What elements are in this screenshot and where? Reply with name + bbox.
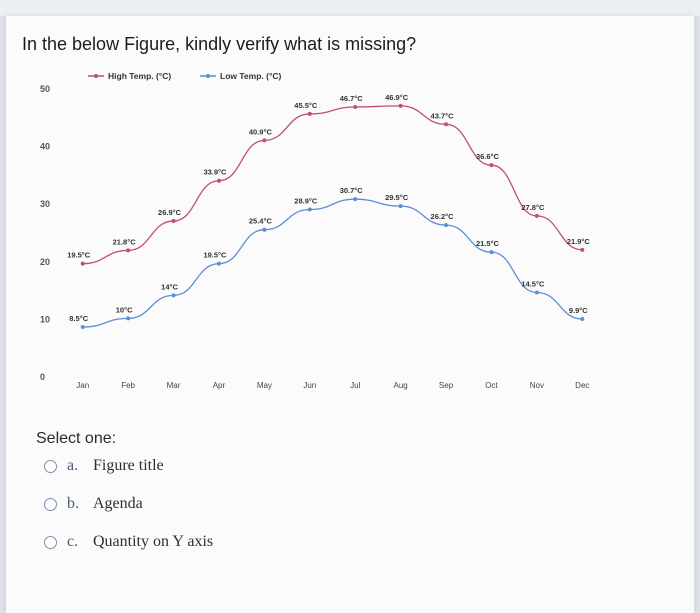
data-label-high-may: 40.9°C xyxy=(249,127,273,136)
data-label-low-jan: 8.5°C xyxy=(69,314,88,323)
option-c-letter: c. xyxy=(67,533,79,550)
data-point-high-sep xyxy=(444,122,449,127)
data-point-low-jul xyxy=(353,197,358,202)
x-tick-label-aug: Aug xyxy=(394,381,408,390)
x-tick-label-may: May xyxy=(257,381,272,390)
data-point-high-jul xyxy=(353,105,358,110)
temperature-chart: 0 10 20 30 40 50 Jan Feb Mar Apr May Jun Jul Aug Sep Oc… xyxy=(30,64,620,404)
data-point-high-feb xyxy=(126,248,131,253)
chart-svg: 0 10 20 30 40 50 Jan Feb Mar Apr May Jun Jul Aug Sep Oc… xyxy=(40,71,591,390)
data-point-high-jan xyxy=(80,261,85,266)
data-point-low-oct xyxy=(489,250,494,255)
data-label-low-sep: 26.2°C xyxy=(431,212,455,221)
data-label-high-mar: 26.9°C xyxy=(158,208,182,217)
x-tick-label-oct: Oct xyxy=(485,381,498,390)
data-label-high-feb: 21.8°C xyxy=(113,237,137,246)
top-strip xyxy=(0,0,700,16)
x-tick-label-mar: Mar xyxy=(167,381,181,390)
data-point-low-may xyxy=(262,227,267,232)
y-tick-label-2: 20 xyxy=(40,257,50,267)
question-card xyxy=(6,16,694,613)
option-b[interactable]: b. Agenda xyxy=(44,495,143,513)
data-point-high-apr xyxy=(216,178,221,183)
data-label-low-mar: 14°C xyxy=(161,282,178,291)
data-point-low-apr xyxy=(216,261,221,266)
data-point-high-nov xyxy=(534,213,539,218)
data-point-high-aug xyxy=(398,103,403,108)
data-label-high-aug: 46.9°C xyxy=(385,93,409,102)
data-label-high-nov: 27.8°C xyxy=(521,203,545,212)
data-label-low-jul: 30.7°C xyxy=(340,186,364,195)
series-line-low-temp xyxy=(82,198,583,328)
data-label-high-jul: 46.7°C xyxy=(340,94,364,103)
data-point-high-may xyxy=(262,138,267,143)
data-label-low-nov: 14.5°C xyxy=(521,279,545,288)
x-tick-label-jul: Jul xyxy=(350,381,360,390)
y-tick-label-1: 10 xyxy=(40,314,50,324)
data-point-low-nov xyxy=(534,290,539,295)
data-point-high-jun xyxy=(307,111,312,116)
data-label-high-sep: 43.7°C xyxy=(431,111,455,120)
series-line-high-temp xyxy=(82,105,583,265)
option-c-text: Quantity on Y axis xyxy=(93,533,214,550)
data-label-low-aug: 29.5°C xyxy=(385,193,409,202)
data-point-low-aug xyxy=(398,204,403,209)
data-label-high-apr: 33.9°C xyxy=(203,168,227,177)
data-point-low-sep xyxy=(444,223,449,228)
y-tick-label-3: 30 xyxy=(40,199,50,209)
x-tick-label-dec: Dec xyxy=(575,381,589,390)
data-label-low-feb: 10°C xyxy=(116,305,133,314)
legend-marker-1 xyxy=(206,74,210,78)
data-label-high-jan: 19.5°C xyxy=(67,251,91,260)
legend-label-1: Low Temp. (°C) xyxy=(220,71,281,81)
data-label-high-jun: 45.5°C xyxy=(294,101,318,110)
data-label-low-jun: 28.9°C xyxy=(294,197,318,206)
data-point-high-mar xyxy=(171,219,176,224)
legend-marker-0 xyxy=(94,74,98,78)
data-point-low-feb xyxy=(126,316,131,321)
data-point-low-jun xyxy=(307,207,312,212)
data-label-high-dec: 21.9°C xyxy=(567,237,591,246)
x-tick-label-feb: Feb xyxy=(121,381,135,390)
data-point-low-mar xyxy=(171,293,176,298)
y-tick-label-4: 40 xyxy=(40,142,50,152)
option-b-text: Agenda xyxy=(93,495,143,512)
y-tick-label-5: 50 xyxy=(40,84,50,94)
data-label-low-may: 25.4°C xyxy=(249,217,273,226)
radio-option-a[interactable] xyxy=(44,459,57,473)
option-a[interactable]: a. Figure title xyxy=(44,457,164,475)
select-one-label: Select one: xyxy=(36,430,117,447)
y-tick-label-0: 0 xyxy=(40,372,45,382)
x-tick-label-apr: Apr xyxy=(213,381,226,390)
legend-label-0: High Temp. (°C) xyxy=(108,71,171,81)
data-label-low-oct: 21.5°C xyxy=(476,239,500,248)
x-tick-label-nov: Nov xyxy=(530,381,544,390)
radio-option-b[interactable] xyxy=(44,497,57,511)
radio-option-c[interactable] xyxy=(44,535,57,549)
data-label-low-dec: 9.9°C xyxy=(569,306,588,315)
data-point-low-jan xyxy=(80,325,85,330)
x-tick-label-jan: Jan xyxy=(76,381,89,390)
option-a-text: Figure title xyxy=(93,457,164,474)
data-label-high-oct: 36.6°C xyxy=(476,152,500,161)
data-point-high-dec xyxy=(580,247,585,252)
option-a-letter: a. xyxy=(67,457,79,474)
option-c[interactable]: c. Quantity on Y axis xyxy=(44,533,213,551)
x-tick-label-sep: Sep xyxy=(439,381,454,390)
option-b-letter: b. xyxy=(67,495,79,512)
data-label-low-apr: 19.5°C xyxy=(203,251,227,260)
x-tick-label-jun: Jun xyxy=(303,381,316,390)
data-point-high-oct xyxy=(489,163,494,168)
question-title: In the below Figure, kindly verify what … xyxy=(22,34,417,54)
data-point-low-dec xyxy=(580,316,585,321)
